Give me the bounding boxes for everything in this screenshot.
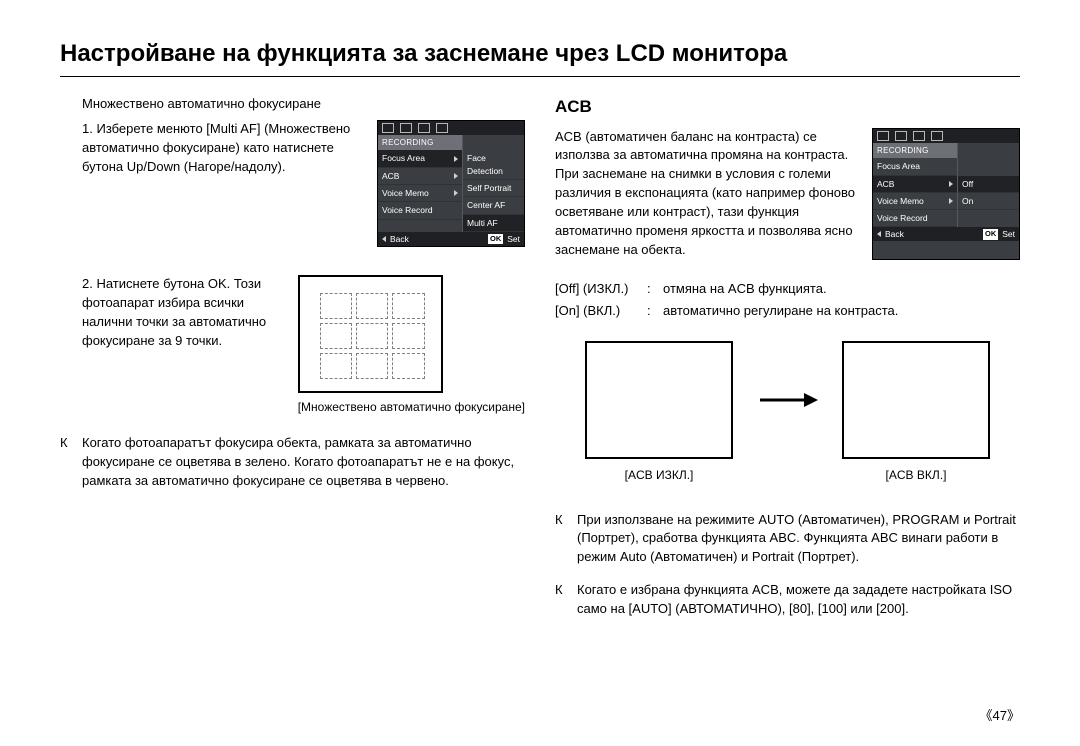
lcd2-back: Back (885, 228, 904, 240)
step-1-text: Изберете менюто [Multi AF] (Множествено … (82, 121, 350, 174)
display-icon (418, 123, 430, 133)
def-desc: автоматично регулиране на контраста. (663, 302, 898, 321)
lcd1-tabs (378, 121, 524, 135)
chevron-right-icon (949, 181, 953, 187)
camera-icon (400, 123, 412, 133)
lcd1-item: Voice Record (378, 202, 462, 219)
def-colon: : (647, 302, 657, 321)
right-k-note-1: К При използване на режимите AUTO (Автом… (555, 511, 1020, 568)
focus-grid-figure (298, 275, 443, 393)
lcd1-sub: Center AF (463, 197, 524, 214)
step-2: 2. Натиснете бутона OK. Този фотоапарат … (82, 275, 525, 416)
def-row: [On] (ВКЛ.) : автоматично регулиране на … (555, 302, 1020, 321)
lcd1-ok: OK (488, 234, 503, 245)
camera-icon (895, 131, 907, 141)
page: Настройване на функцията за заснемане чр… (0, 0, 1080, 746)
right-column: ACB ACB (автоматичен баланс на контраста… (555, 95, 1020, 619)
focus-cell (356, 293, 388, 319)
lcd2-heading: RECORDING (873, 143, 957, 159)
def-term: [On] (ВКЛ.) (555, 302, 641, 321)
lcd2-item: Voice Memo (873, 193, 957, 210)
note-k-mark: К (60, 434, 74, 491)
lcd1-sub: Face Detection (463, 150, 524, 180)
acb-caption-row: [ACB ИЗКЛ.] [ACB ВКЛ.] (585, 467, 990, 484)
acb-heading: ACB (555, 95, 1020, 120)
k-note-text: При използване на режимите AUTO (Автомат… (577, 511, 1020, 568)
note-text: Когато фотоапаратът фокусира обекта, рам… (82, 434, 525, 491)
step-2-text: Натиснете бутона OK. Този фотоапарат изб… (82, 276, 266, 348)
k-mark: К (555, 511, 569, 568)
arrow-right-icon (753, 391, 823, 409)
lcd2-set: Set (1002, 228, 1015, 240)
k-note-text: Когато е избрана функцията ACB, можете д… (577, 581, 1020, 619)
step-1-num: 1. (82, 121, 93, 136)
focus-cell (392, 353, 424, 379)
focus-cell (356, 353, 388, 379)
lcd1-item: Focus Area (378, 150, 462, 167)
def-colon: : (647, 280, 657, 299)
def-row: [Off] (ИЗКЛ.) : отмяна на ACB функцията. (555, 280, 1020, 299)
columns: Множествено автоматично фокусиране 1. Из… (60, 95, 1020, 619)
focus-cell (392, 293, 424, 319)
page-number: 《47》 (980, 705, 1020, 724)
lcd1-item: ACB (378, 168, 462, 185)
lcd2-item: Voice Record (873, 210, 957, 227)
focus-cell (320, 323, 352, 349)
chevron-left-icon (877, 231, 881, 237)
lcd1-set: Set (507, 233, 520, 245)
acb-off-caption: [ACB ИЗКЛ.] (585, 467, 733, 484)
acb-on-caption: [ACB ВКЛ.] (842, 467, 990, 484)
lcd2-item: Focus Area (873, 158, 957, 175)
lcd-screenshot-2: RECORDING Focus Area ACB Voice Memo Voic… (872, 128, 1020, 260)
acb-figure-row (585, 341, 990, 459)
chevron-right-icon (454, 156, 458, 162)
left-column: Множествено автоматично фокусиране 1. Из… (60, 95, 525, 619)
lcd2-item: ACB (873, 176, 957, 193)
speaker-icon (877, 131, 889, 141)
gear-icon (931, 131, 943, 141)
right-k-note-2: К Когато е избрана функцията ACB, можете… (555, 581, 1020, 619)
multi-af-heading: Множествено автоматично фокусиране (82, 95, 525, 114)
focus-cell (320, 293, 352, 319)
display-icon (913, 131, 925, 141)
title-rule (60, 76, 1020, 77)
lcd2-ok: OK (983, 229, 998, 240)
chevron-left-icon (382, 236, 386, 242)
lcd-screenshot-1: RECORDING Focus Area ACB Voice Memo Voic… (377, 120, 525, 247)
lcd1-sub: Multi AF (463, 215, 524, 232)
k-mark: К (555, 581, 569, 619)
acb-on-figure (842, 341, 990, 459)
focus-cell (356, 323, 388, 349)
def-term: [Off] (ИЗКЛ.) (555, 280, 641, 299)
left-note: К Когато фотоапаратът фокусира обекта, р… (60, 434, 525, 491)
acb-paragraph: ACB (автоматичен баланс на контраста) се… (555, 128, 858, 260)
acb-intro-row: ACB (автоматичен баланс на контраста) се… (555, 128, 1020, 260)
step-2-num: 2. (82, 276, 93, 291)
focus-cell (320, 353, 352, 379)
lcd1-item: Voice Memo (378, 185, 462, 202)
lcd1-heading: RECORDING (378, 135, 462, 151)
gear-icon (436, 123, 448, 133)
chevron-right-icon (454, 190, 458, 196)
acb-definitions: [Off] (ИЗКЛ.) : отмяна на ACB функцията.… (555, 280, 1020, 322)
lcd1-sub: Self Portrait (463, 180, 524, 197)
lcd2-tabs (873, 129, 1019, 143)
chevron-right-icon (949, 198, 953, 204)
speaker-icon (382, 123, 394, 133)
acb-off-figure (585, 341, 733, 459)
focus-cell (392, 323, 424, 349)
chevron-right-icon (454, 173, 458, 179)
def-desc: отмяна на ACB функцията. (663, 280, 827, 299)
lcd1-back: Back (390, 233, 409, 245)
focus-caption: [Множествено автоматично фокусиране] (298, 399, 525, 416)
lcd2-sub: On (958, 193, 1019, 210)
step-1: 1. Изберете менюто [Multi AF] (Множестве… (82, 120, 525, 247)
lcd2-sub: Off (958, 176, 1019, 193)
page-title: Настройване на функцията за заснемане чр… (60, 40, 1020, 68)
